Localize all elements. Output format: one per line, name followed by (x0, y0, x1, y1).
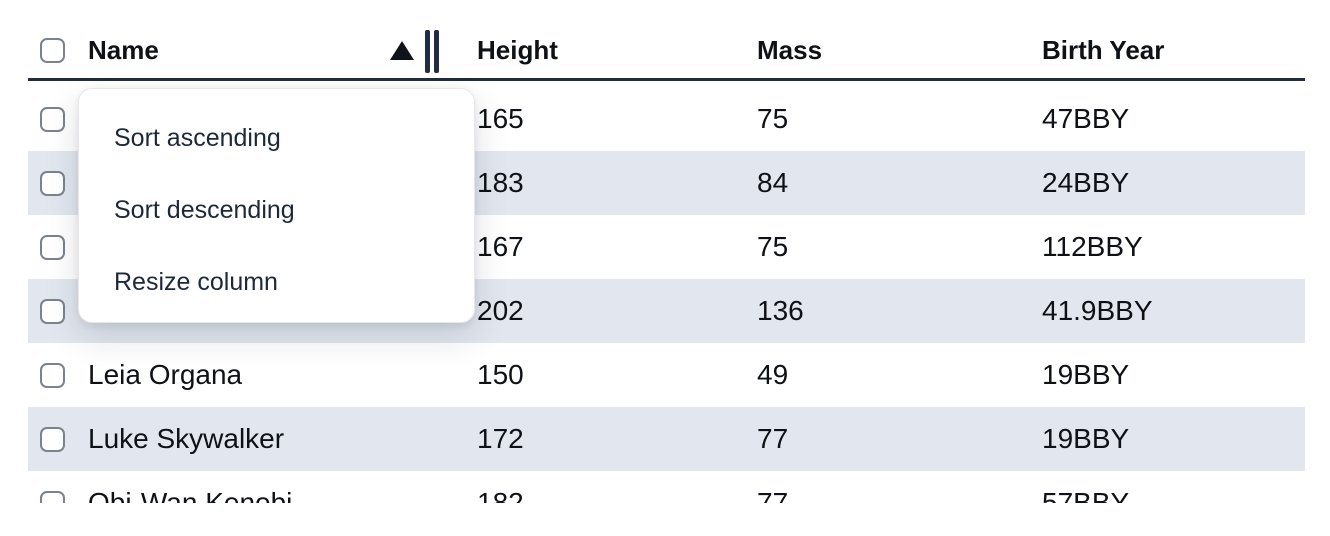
cell-mass: 75 (757, 231, 789, 262)
table-row: 167 75 112BBY (28, 215, 1305, 279)
table-row: Leia Organa 150 49 19BBY (28, 343, 1305, 407)
row-checkbox[interactable] (40, 170, 65, 196)
cell-name: Luke Skywalker (88, 423, 285, 454)
row-checkbox[interactable] (40, 426, 65, 452)
cell-height: 182 (477, 487, 524, 503)
column-header-mass-label: Mass (757, 34, 823, 65)
resize-bar-icon (425, 30, 430, 73)
column-header-birth-year-label: Birth Year (1042, 34, 1165, 65)
menu-item-sort-ascending[interactable]: Sort ascending (114, 123, 281, 152)
row-checkbox[interactable] (40, 106, 65, 132)
column-header-height[interactable]: Height (477, 35, 757, 66)
table-row: Luke Skywalker 172 77 19BBY (28, 407, 1305, 471)
sort-ascending-icon (390, 41, 414, 60)
cell-mass: 84 (757, 167, 789, 198)
row-checkbox[interactable] (40, 234, 65, 260)
resize-bar-icon (434, 30, 439, 73)
select-all-checkbox[interactable] (40, 37, 65, 63)
cell-mass: 75 (757, 103, 789, 134)
cell-birth-year: 57BBY (1042, 487, 1130, 503)
cell-birth-year: 19BBY (1042, 359, 1130, 390)
table-row: 165 75 47BBY (28, 81, 1305, 151)
cell-birth-year: 24BBY (1042, 167, 1130, 198)
cell-birth-year: 47BBY (1042, 103, 1130, 134)
cell-birth-year: 19BBY (1042, 423, 1130, 454)
row-checkbox[interactable] (40, 362, 65, 388)
column-resize-handle[interactable] (425, 30, 439, 73)
cell-height: 165 (477, 103, 524, 134)
cell-name: Obi-Wan Kenobi (88, 487, 293, 503)
cell-mass: 77 (757, 423, 789, 454)
data-table: Name Height Mass Birth Year 165 75 (28, 0, 1305, 503)
table-body: 165 75 47BBY 183 84 24BBY 167 75 112BBY (28, 81, 1305, 503)
column-context-menu: Sort ascending Sort descending Resize co… (78, 88, 475, 323)
menu-item-resize-column[interactable]: Resize column (114, 267, 278, 296)
table-header-row: Name Height Mass Birth Year (28, 0, 1305, 81)
row-checkbox[interactable] (40, 298, 65, 324)
cell-mass: 77 (757, 487, 789, 503)
column-header-name-label: Name (88, 34, 159, 65)
cell-height: 202 (477, 295, 524, 326)
cell-birth-year: 41.9BBY (1042, 295, 1153, 326)
cell-height: 150 (477, 359, 524, 390)
menu-item-sort-descending[interactable]: Sort descending (114, 195, 295, 224)
cell-height: 183 (477, 167, 524, 198)
cell-mass: 49 (757, 359, 789, 390)
cell-height: 167 (477, 231, 524, 262)
row-checkbox[interactable] (40, 490, 65, 503)
cell-birth-year: 112BBY (1042, 231, 1143, 262)
cell-name: Leia Organa (88, 359, 243, 390)
header-checkbox-cell (28, 37, 80, 63)
column-header-birth-year[interactable]: Birth Year (1042, 35, 1305, 66)
cell-mass: 136 (757, 295, 804, 326)
column-header-name[interactable]: Name (80, 35, 477, 66)
column-header-mass[interactable]: Mass (757, 35, 1042, 66)
cell-height: 172 (477, 423, 524, 454)
column-header-height-label: Height (477, 34, 558, 65)
table-row: Obi-Wan Kenobi 182 77 57BBY (28, 471, 1305, 503)
